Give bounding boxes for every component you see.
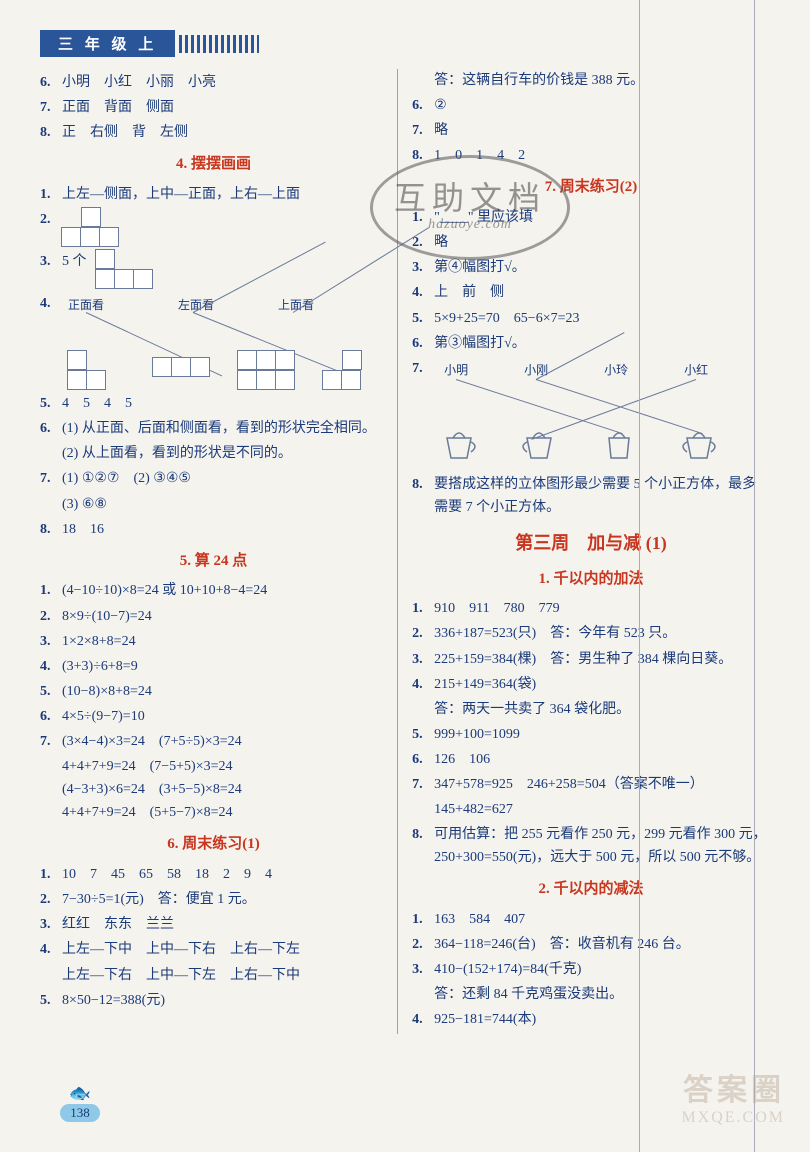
header-stripes bbox=[179, 35, 259, 53]
answer-subitem: (4−3+3)×6=24 (3+5−5)×8=24 bbox=[62, 778, 387, 801]
answer-item: 4.925−181=744(本) bbox=[412, 1008, 770, 1031]
answer-item: 7.正面 背面 侧面 bbox=[40, 96, 387, 119]
answer-subitem: 上左—下右 上中—下左 上右—下中 bbox=[62, 964, 387, 987]
cup-icon bbox=[519, 426, 559, 466]
section-title: 4. 摆摆画画 bbox=[40, 152, 387, 177]
answer-item: 2. bbox=[40, 208, 387, 248]
answer-subitem: 4+4+7+9=24 (7−5+5)×3=24 bbox=[62, 755, 387, 778]
page-number-badge: 🐟 138 bbox=[55, 1083, 105, 1122]
answer-item: 8.1 0 1 4 2 bbox=[412, 144, 770, 167]
answer-item: 7.(3×4−4)×3=24 (7+5÷5)×3=24 bbox=[40, 730, 387, 753]
fold-line bbox=[754, 0, 755, 1152]
answer-item: 1.上左—侧面，上中—正面，上右—上面 bbox=[40, 183, 387, 206]
answer-item: 7.347+578=925 246+258=504（答案不唯一） bbox=[412, 773, 770, 796]
answer-subitem: 答：两天一共卖了 364 袋化肥。 bbox=[434, 698, 770, 721]
answer-subitem: (2) 从上面看，看到的形状是不同的。 bbox=[62, 442, 387, 465]
answer-item: 1.163 584 407 bbox=[412, 908, 770, 931]
answer-item: 4.(3+3)÷6+8=9 bbox=[40, 655, 387, 678]
answer-item: 5.5×9+25=70 65−6×7=23 bbox=[412, 307, 770, 330]
answer-item: 4.上 前 侧 bbox=[412, 281, 770, 304]
left-column: 6.小明 小红 小丽 小亮 7.正面 背面 侧面 8.正 右侧 背 左侧 4. … bbox=[40, 69, 398, 1034]
answer-subitem: 4+4+7+9=24 (5+5−7)×8=24 bbox=[62, 801, 387, 824]
section-title: 1. 千以内的加法 bbox=[412, 567, 770, 592]
answer-item: 2.336+187=523(只) 答：今年有 523 只。 bbox=[412, 622, 770, 645]
answer-item: 7.略 bbox=[412, 119, 770, 142]
answer-item: 2.364−118=246(台) 答：收音机有 246 台。 bbox=[412, 933, 770, 956]
answer-item: 4.215+149=364(袋) bbox=[412, 673, 770, 696]
fold-line bbox=[639, 0, 640, 1152]
answer-item: 5.(10−8)×8+8=24 bbox=[40, 680, 387, 703]
cup-icon bbox=[679, 426, 719, 466]
right-column: 答：这辆自行车的价钱是 388 元。 6.② 7.略 8.1 0 1 4 2 7… bbox=[412, 69, 770, 1034]
answer-item: 4. 正面看 左面看 上面看 bbox=[40, 292, 387, 390]
answer-item: 2.8×9÷(10−7)=24 bbox=[40, 605, 387, 628]
answer-subitem: 145+482=627 bbox=[434, 798, 770, 821]
page-number: 138 bbox=[60, 1104, 100, 1122]
cup-icon bbox=[599, 426, 639, 466]
week-title: 第三周 加与减 (1) bbox=[412, 529, 770, 559]
answer-item: 3.红红 东东 兰兰 bbox=[40, 913, 387, 936]
answer-item: 2.略 bbox=[412, 231, 770, 254]
answer-item: 4.上左—下中 上中—下右 上右—下左 bbox=[40, 938, 387, 961]
corner-watermark: 答案圈 MXQE.COM bbox=[681, 1065, 785, 1127]
answer-item: 3.第④幅图打√。 bbox=[412, 256, 770, 279]
answer-item: 6.(1) 从正面、后面和侧面看，看到的形状完全相同。 bbox=[40, 417, 387, 440]
answer-item: 6.小明 小红 小丽 小亮 bbox=[40, 71, 387, 94]
answer-item: 6.第③幅图打√。 bbox=[412, 332, 770, 355]
answer-item: 6.4×5÷(9−7)=10 bbox=[40, 705, 387, 728]
section-title: 2. 千以内的减法 bbox=[412, 877, 770, 902]
answer-item: 8.可用估算：把 255 元看作 250 元，299 元看作 300 元，250… bbox=[412, 823, 770, 869]
answer-item: 3.410−(152+174)=84(千克) bbox=[412, 958, 770, 981]
content-columns: 6.小明 小红 小丽 小亮 7.正面 背面 侧面 8.正 右侧 背 左侧 4. … bbox=[40, 69, 770, 1034]
answer-item: 5.8×50−12=388(元) bbox=[40, 989, 387, 1012]
answer-item: 6.② bbox=[412, 94, 770, 117]
answer-item: 6.126 106 bbox=[412, 748, 770, 771]
cup-icon bbox=[439, 426, 479, 466]
section-title: 5. 算 24 点 bbox=[40, 549, 387, 574]
answer-item: 1.910 911 780 779 bbox=[412, 597, 770, 620]
answer-item: 5.999+100=1099 bbox=[412, 723, 770, 746]
answer-item: 1."____" 里应该填 bbox=[412, 206, 770, 229]
cup-match-diagram: 小明 小刚 小玲 小红 bbox=[434, 361, 770, 471]
section-title: 6. 周末练习(1) bbox=[40, 832, 387, 857]
answer-item: 7. 小明 小刚 小玲 小红 bbox=[412, 357, 770, 471]
block-figure bbox=[62, 208, 387, 248]
answer-item: 2.7−30÷5=1(元) 答：便宜 1 元。 bbox=[40, 888, 387, 911]
answer-cont: 答：这辆自行车的价钱是 388 元。 bbox=[434, 69, 770, 92]
answer-item: 3.1×2×8+8=24 bbox=[40, 630, 387, 653]
answer-item: 7.(1) ①②⑦ (2) ③④⑤ bbox=[40, 467, 387, 490]
answer-item: 8.正 右侧 背 左侧 bbox=[40, 121, 387, 144]
answer-item: 8.18 16 bbox=[40, 518, 387, 541]
answer-item: 8.要搭成这样的立体图形最少需要 5 个小正方体，最多需要 7 个小正方体。 bbox=[412, 473, 770, 519]
grade-badge: 三 年 级 上 bbox=[40, 30, 175, 57]
answer-item: 5.4 5 4 5 bbox=[40, 392, 387, 415]
section-title: 7. 周末练习(2) bbox=[412, 175, 770, 200]
answer-item: 1.10 7 45 65 58 18 2 9 4 bbox=[40, 863, 387, 886]
fish-icon: 🐟 bbox=[55, 1083, 105, 1104]
answer-item: 1.(4−10÷10)×8=24 或 10+10+8−4=24 bbox=[40, 579, 387, 602]
answer-item: 3.225+159=384(棵) 答：男生种了 384 棵向日葵。 bbox=[412, 648, 770, 671]
page-header: 三 年 级 上 bbox=[40, 30, 770, 57]
answer-subitem: (3) ⑥⑧ bbox=[62, 493, 387, 516]
answer-subitem: 答：还剩 84 千克鸡蛋没卖出。 bbox=[434, 983, 770, 1006]
view-match-diagram: 正面看 左面看 上面看 bbox=[68, 296, 387, 386]
